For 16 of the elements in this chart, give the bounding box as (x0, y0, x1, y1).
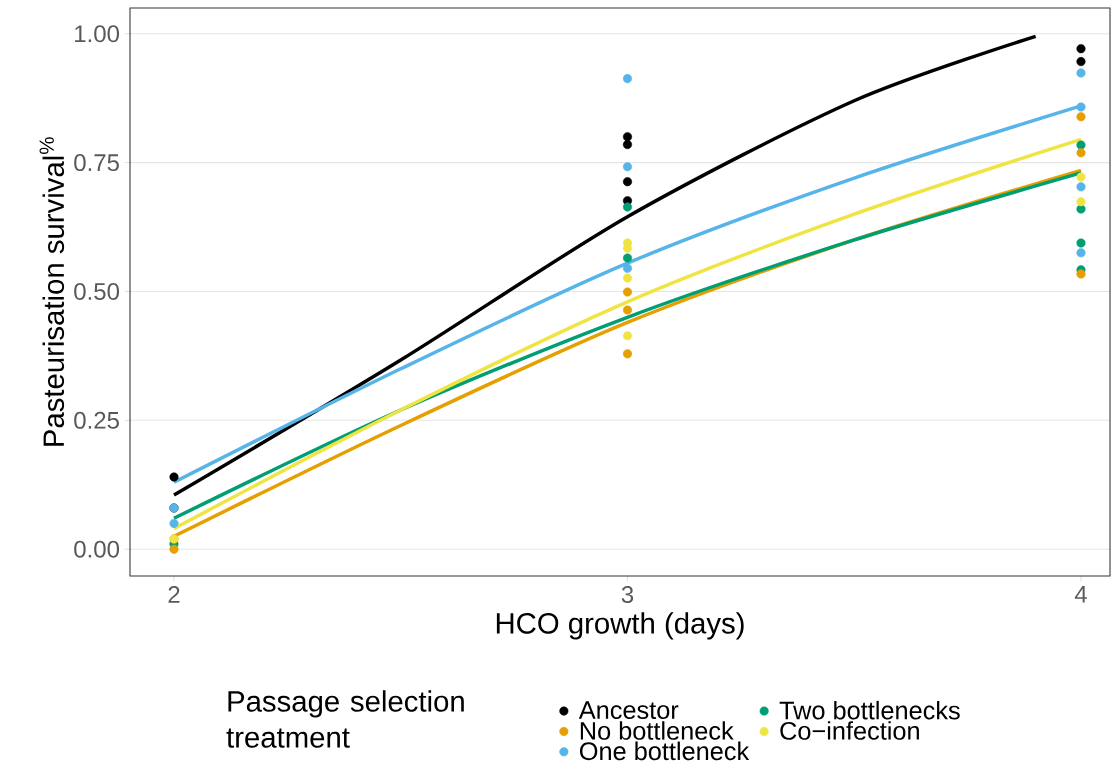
legend-label: One bottleneck (579, 741, 750, 761)
y-axis-title: Pasteurisation survival$^{%}$ (39, 137, 65, 446)
legend-title: Passage selection treatment (226, 690, 464, 748)
y-tick-label: 0.75 (74, 154, 119, 172)
legend-label: No bottleneck (580, 721, 734, 740)
y-tick-label: 0.50 (74, 282, 120, 300)
legend-label: Co−infection (780, 721, 919, 740)
legend-label: Two bottlenecks (779, 700, 960, 720)
y-tick-label: 0.25 (74, 411, 119, 429)
legend-label: Ancestor (578, 701, 679, 720)
x-tick-label: 3 (621, 586, 634, 604)
y-tick-label: 1.00 (75, 25, 120, 43)
x-tick-label: 2 (168, 586, 180, 603)
y-tick-label: 0.00 (74, 540, 120, 558)
x-axis-title: HCO growth (days) (496, 612, 744, 640)
x-tick-label: 4 (1074, 586, 1087, 603)
